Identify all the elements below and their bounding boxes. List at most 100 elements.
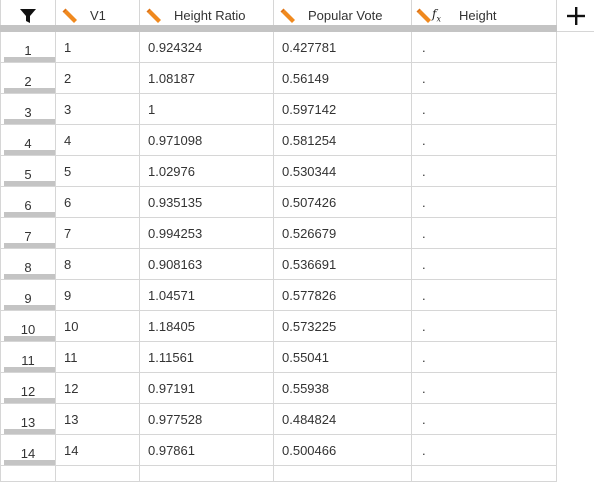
cell-v1[interactable]: 13 — [56, 404, 140, 435]
row-header[interactable]: 13 — [0, 404, 56, 435]
cell-v1[interactable]: 5 — [56, 156, 140, 187]
cell-popular-vote[interactable]: 0.56149 — [274, 63, 412, 94]
cell-v1[interactable]: 10 — [56, 311, 140, 342]
table-row: 10 10 1.18405 0.573225 . — [0, 311, 557, 342]
row-number: 9 — [24, 291, 32, 306]
cell-popular-vote[interactable]: 0.526679 — [274, 218, 412, 249]
row-header-bar — [4, 429, 55, 434]
row-header[interactable] — [0, 466, 56, 482]
cell-v1[interactable]: 1 — [56, 32, 140, 63]
cell-height[interactable]: . — [412, 404, 557, 435]
row-header[interactable]: 6 — [0, 187, 56, 218]
row-header-bar — [4, 57, 55, 62]
cell-v1[interactable]: 7 — [56, 218, 140, 249]
cell-v1[interactable]: 2 — [56, 63, 140, 94]
cell-v1[interactable]: 9 — [56, 280, 140, 311]
cell-popular-vote[interactable]: 0.55041 — [274, 342, 412, 373]
cell-height[interactable]: . — [412, 125, 557, 156]
cell-height[interactable]: . — [412, 187, 557, 218]
cell-popular-vote[interactable]: 0.597142 — [274, 94, 412, 125]
cell-v1[interactable]: 6 — [56, 187, 140, 218]
cell-v1[interactable]: 4 — [56, 125, 140, 156]
row-header[interactable]: 4 — [0, 125, 56, 156]
cell-height-ratio[interactable]: 1.04571 — [140, 280, 274, 311]
cell-v1[interactable]: 12 — [56, 373, 140, 404]
row-number: 10 — [20, 322, 36, 337]
formula-fx-icon: fx — [432, 7, 441, 23]
row-header-bar — [4, 367, 55, 372]
row-header[interactable]: 1 — [0, 32, 56, 63]
cell-popular-vote[interactable]: 0.427781 — [274, 32, 412, 63]
cell-popular-vote[interactable] — [274, 466, 412, 482]
cell-height[interactable]: . — [412, 218, 557, 249]
cell-popular-vote[interactable]: 0.484824 — [274, 404, 412, 435]
cell-v1[interactable]: 8 — [56, 249, 140, 280]
cell-height[interactable]: . — [412, 63, 557, 94]
table-row: 9 9 1.04571 0.577826 . — [0, 280, 557, 311]
cell-popular-vote[interactable]: 0.536691 — [274, 249, 412, 280]
cell-height-ratio[interactable]: 0.97861 — [140, 435, 274, 466]
row-header-bar — [4, 305, 55, 310]
cell-popular-vote[interactable]: 0.500466 — [274, 435, 412, 466]
cell-height[interactable]: . — [412, 311, 557, 342]
row-header[interactable]: 3 — [0, 94, 56, 125]
row-number: 12 — [20, 384, 36, 399]
cell-height[interactable]: . — [412, 435, 557, 466]
row-header[interactable]: 11 — [0, 342, 56, 373]
row-header[interactable]: 5 — [0, 156, 56, 187]
row-header[interactable]: 2 — [0, 63, 56, 94]
cell-height[interactable]: . — [412, 32, 557, 63]
cell-height-ratio[interactable]: 1.11561 — [140, 342, 274, 373]
fx-label: f — [432, 7, 437, 22]
cell-popular-vote[interactable]: 0.55938 — [274, 373, 412, 404]
cell-popular-vote[interactable]: 0.577826 — [274, 280, 412, 311]
cell-popular-vote[interactable]: 0.581254 — [274, 125, 412, 156]
cell-height-ratio[interactable]: 0.994253 — [140, 218, 274, 249]
row-header[interactable]: 8 — [0, 249, 56, 280]
cell-height-ratio[interactable]: 0.908163 — [140, 249, 274, 280]
row-header-bar — [4, 119, 55, 124]
cell-v1[interactable] — [56, 466, 140, 482]
cell-height-ratio[interactable]: 1.08187 — [140, 63, 274, 94]
cell-v1[interactable]: 3 — [56, 94, 140, 125]
cell-height-ratio[interactable] — [140, 466, 274, 482]
cell-popular-vote[interactable]: 0.573225 — [274, 311, 412, 342]
cell-height[interactable] — [412, 466, 557, 482]
cell-height[interactable]: . — [412, 280, 557, 311]
table-row: 5 5 1.02976 0.530344 . — [0, 156, 557, 187]
cell-height-ratio[interactable]: 0.924324 — [140, 32, 274, 63]
cell-height-ratio[interactable]: 1.18405 — [140, 311, 274, 342]
cell-height-ratio[interactable]: 1.02976 — [140, 156, 274, 187]
row-header[interactable]: 12 — [0, 373, 56, 404]
cell-height-ratio[interactable]: 0.97191 — [140, 373, 274, 404]
row-header[interactable]: 14 — [0, 435, 56, 466]
cell-popular-vote[interactable]: 0.507426 — [274, 187, 412, 218]
cell-v1[interactable]: 11 — [56, 342, 140, 373]
row-number: 2 — [24, 74, 32, 89]
row-header-bar — [4, 88, 55, 93]
row-header[interactable]: 7 — [0, 218, 56, 249]
row-header[interactable]: 9 — [0, 280, 56, 311]
cell-height[interactable]: . — [412, 342, 557, 373]
row-number: 14 — [20, 446, 36, 461]
cell-height[interactable]: . — [412, 249, 557, 280]
table-row: 1 1 0.924324 0.427781 . — [0, 32, 557, 63]
cell-popular-vote[interactable]: 0.530344 — [274, 156, 412, 187]
add-column-button[interactable] — [557, 0, 594, 32]
cell-height-ratio[interactable]: 1 — [140, 94, 274, 125]
column-header-label: Height Ratio — [174, 8, 246, 23]
cell-height[interactable]: . — [412, 94, 557, 125]
row-header-bar — [4, 336, 55, 341]
cell-height[interactable]: . — [412, 373, 557, 404]
row-header-bar — [4, 274, 55, 279]
cell-height-ratio[interactable]: 0.971098 — [140, 125, 274, 156]
cell-v1[interactable]: 14 — [56, 435, 140, 466]
row-header[interactable]: 10 — [0, 311, 56, 342]
cell-height-ratio[interactable]: 0.977528 — [140, 404, 274, 435]
cell-height[interactable]: . — [412, 156, 557, 187]
table-row: 3 3 1 0.597142 . — [0, 94, 557, 125]
cell-height-ratio[interactable]: 0.935135 — [140, 187, 274, 218]
row-number: 1 — [24, 43, 32, 58]
row-number: 13 — [20, 415, 36, 430]
